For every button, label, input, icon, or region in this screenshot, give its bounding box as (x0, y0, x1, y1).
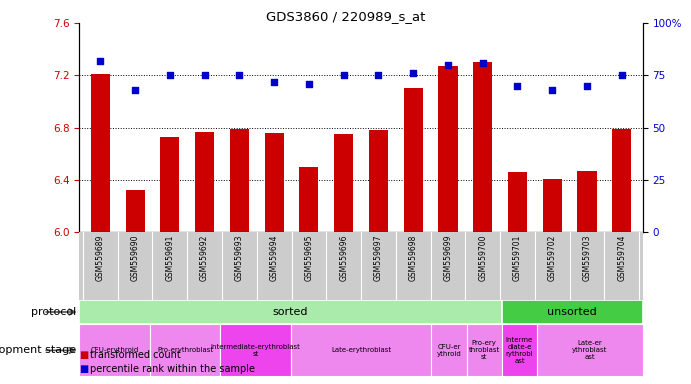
Bar (195, 132, 214, 232)
Bar (230, 129, 249, 232)
Text: sorted: sorted (273, 307, 308, 317)
Text: transformed count: transformed count (90, 350, 180, 360)
Text: GSM559689: GSM559689 (96, 234, 105, 281)
Point (199, 72, 210, 78)
Text: GSM559703: GSM559703 (583, 234, 591, 281)
Bar (612, 129, 632, 232)
Text: GSM559700: GSM559700 (478, 234, 487, 281)
Text: GSM559695: GSM559695 (305, 234, 314, 281)
Text: Pro-ery
throblast
st: Pro-ery throblast st (468, 340, 500, 361)
Bar (502, 300, 643, 324)
Text: GSM559704: GSM559704 (617, 234, 626, 281)
Point (477, 60, 489, 66)
Text: GSM559696: GSM559696 (339, 234, 348, 281)
Text: GSM559697: GSM559697 (374, 234, 383, 281)
Text: GSM559694: GSM559694 (269, 234, 278, 281)
Bar (265, 133, 284, 232)
Text: GSM559692: GSM559692 (200, 234, 209, 281)
Text: GSM559693: GSM559693 (235, 234, 244, 281)
Point (512, 83, 523, 89)
Point (129, 87, 140, 93)
Bar (334, 134, 353, 232)
Bar (502, 324, 537, 376)
Text: percentile rank within the sample: percentile rank within the sample (90, 364, 255, 374)
Text: CFU-erythroid: CFU-erythroid (91, 348, 139, 353)
Point (373, 72, 384, 78)
Text: ■: ■ (79, 364, 88, 374)
Text: GSM559699: GSM559699 (444, 234, 453, 281)
Point (269, 79, 280, 85)
Point (338, 72, 349, 78)
Point (442, 62, 453, 68)
Bar (91, 74, 110, 232)
Bar (542, 179, 562, 232)
Text: CFU-er
ythroid: CFU-er ythroid (437, 344, 462, 357)
Text: GSM559702: GSM559702 (548, 234, 557, 281)
Point (547, 87, 558, 93)
Point (303, 81, 314, 87)
Text: ■: ■ (79, 350, 88, 360)
Bar (369, 130, 388, 232)
Text: Interme
diate-e
rythrobl
ast: Interme diate-e rythrobl ast (506, 337, 533, 364)
Bar (438, 66, 457, 232)
Point (408, 70, 419, 76)
Bar (473, 62, 492, 232)
Point (234, 72, 245, 78)
Bar (220, 324, 291, 376)
Bar (404, 88, 423, 232)
Point (164, 72, 176, 78)
Bar (466, 324, 502, 376)
Point (582, 83, 593, 89)
Bar (431, 324, 466, 376)
Bar (79, 300, 502, 324)
Bar (291, 324, 431, 376)
Bar (160, 137, 180, 232)
Text: Late-erythroblast: Late-erythroblast (331, 348, 391, 353)
Text: protocol: protocol (31, 307, 76, 317)
Bar (537, 324, 643, 376)
Text: Pro-erythroblast: Pro-erythroblast (157, 348, 213, 353)
Bar (79, 324, 150, 376)
Text: GSM559690: GSM559690 (131, 234, 140, 281)
Text: Late-er
ythroblast
ast: Late-er ythroblast ast (572, 340, 607, 361)
Bar (126, 190, 144, 232)
Text: Intermediate-erythroblast
st: Intermediate-erythroblast st (211, 344, 301, 357)
Bar (299, 167, 319, 232)
Text: GDS3860 / 220989_s_at: GDS3860 / 220989_s_at (266, 10, 425, 23)
Text: unsorted: unsorted (547, 307, 597, 317)
Text: development stage: development stage (0, 345, 76, 356)
Bar (508, 172, 527, 232)
Text: GSM559698: GSM559698 (408, 234, 417, 281)
Point (95, 58, 106, 64)
Bar (150, 324, 220, 376)
Bar (578, 171, 596, 232)
Point (616, 72, 627, 78)
Text: GSM559701: GSM559701 (513, 234, 522, 281)
Text: GSM559691: GSM559691 (165, 234, 174, 281)
